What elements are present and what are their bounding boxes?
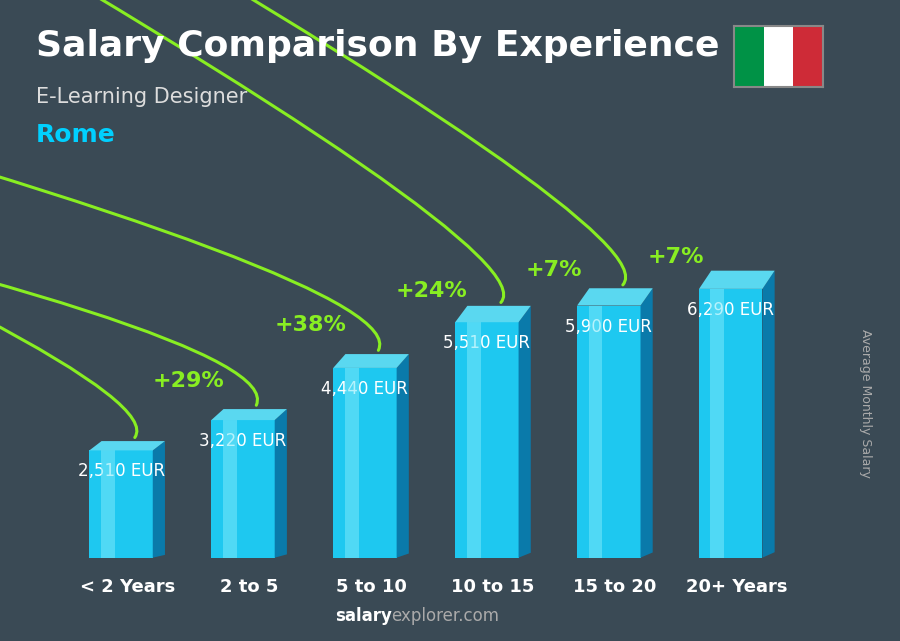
Text: 5 to 10: 5 to 10 [336,578,407,596]
Text: 5,510 EUR: 5,510 EUR [444,334,530,352]
Bar [345,368,358,558]
Bar [710,289,724,558]
Text: explorer.com: explorer.com [392,607,500,625]
Bar [212,420,274,558]
Bar [794,26,824,87]
Text: 2 to 5: 2 to 5 [220,578,278,596]
Text: +24%: +24% [396,281,468,301]
Bar [101,451,114,558]
Text: Rome: Rome [36,123,116,147]
Bar [222,420,237,558]
Polygon shape [641,288,652,558]
Bar [466,322,481,558]
Text: +29%: +29% [152,371,224,391]
Text: Average Monthly Salary: Average Monthly Salary [860,329,872,478]
Text: E-Learning Designer: E-Learning Designer [36,87,248,106]
Text: 2,510 EUR: 2,510 EUR [77,462,165,480]
Bar [763,26,794,87]
Polygon shape [89,441,165,451]
Polygon shape [699,271,775,289]
Bar [699,289,762,558]
Text: 15 to 20: 15 to 20 [573,578,657,596]
Polygon shape [518,306,531,558]
Polygon shape [153,441,165,558]
Polygon shape [762,271,775,558]
Polygon shape [333,354,409,368]
Bar [333,368,397,558]
Text: < 2 Years: < 2 Years [79,578,175,596]
Text: 20+ Years: 20+ Years [686,578,788,596]
Text: +7%: +7% [526,260,582,280]
Text: +38%: +38% [274,315,346,335]
Polygon shape [212,409,287,420]
Text: 10 to 15: 10 to 15 [451,578,535,596]
Polygon shape [577,288,652,306]
Bar [455,322,518,558]
Polygon shape [455,306,531,322]
Bar [734,26,763,87]
Text: +7%: +7% [648,247,704,267]
Text: 3,220 EUR: 3,220 EUR [200,432,286,450]
Text: salary: salary [335,607,392,625]
Text: Salary Comparison By Experience: Salary Comparison By Experience [36,29,719,63]
Text: 4,440 EUR: 4,440 EUR [321,380,409,398]
Bar [577,306,641,558]
Polygon shape [397,354,409,558]
Bar [89,451,153,558]
Bar [589,306,602,558]
Text: 5,900 EUR: 5,900 EUR [565,317,652,335]
Text: 6,290 EUR: 6,290 EUR [688,301,774,319]
Polygon shape [274,409,287,558]
